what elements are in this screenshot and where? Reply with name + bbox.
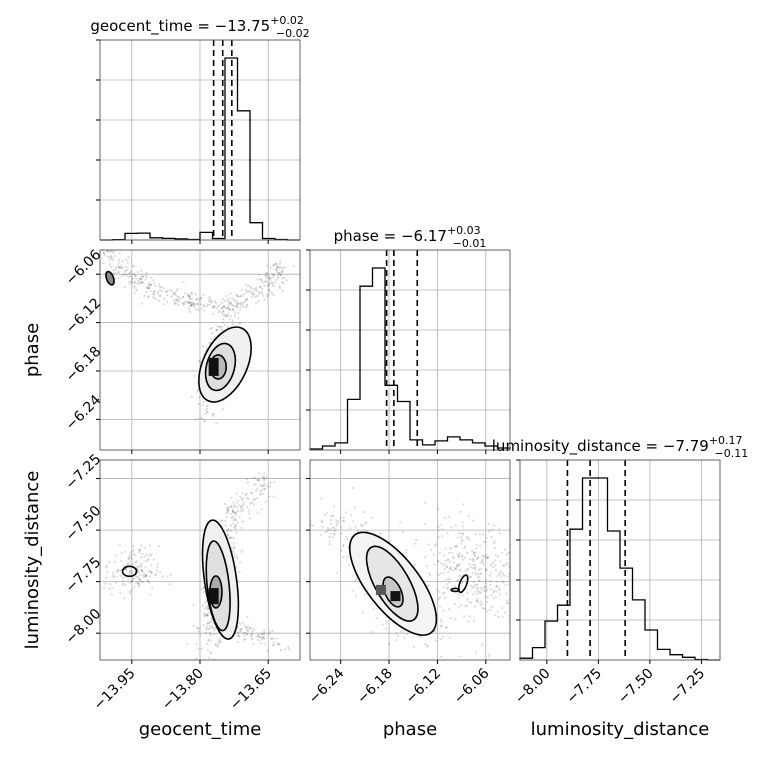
cloud-lum-geocent-left <box>103 544 172 600</box>
cloud-lum-geocent-upper <box>215 472 276 540</box>
xtick-label-phase-2: −6.12 <box>403 666 445 708</box>
xtick-label-geocent-time-0: −13.95 <box>91 666 139 714</box>
xtick-label-phase-0: −6.24 <box>306 665 348 707</box>
ytick-label-phase-1: −6.18 <box>63 344 105 386</box>
xtick-label-phase-1: −6.18 <box>354 666 396 708</box>
title-phase: phase = −6.17+0.03 −0.01 <box>334 224 487 250</box>
ytick-label-luminosity-distance-3: −7.25 <box>63 451 105 493</box>
histogram-luminosity-distance <box>519 477 720 661</box>
histogram-layer <box>100 40 720 661</box>
xlabel-phase: phase <box>383 719 437 740</box>
contour-lum-phase-island-2 <box>450 587 460 593</box>
ytick-label-luminosity-distance-0: −8.00 <box>63 606 105 648</box>
xtick-label-luminosity-distance-2: −7.50 <box>615 666 657 708</box>
mode-lum-phase-a <box>375 584 386 595</box>
xtick-label-luminosity-distance-0: −8.00 <box>512 666 554 708</box>
panel-phase-phase-frame <box>309 249 511 451</box>
xtick-label-luminosity-distance-3: −7.25 <box>667 666 709 708</box>
ytick-label-phase-0: −6.24 <box>63 392 105 434</box>
title-luminosity-distance: luminosity_distance = −7.79+0.17 −0.11 <box>492 434 748 460</box>
title-geocent-time: geocent_time = −13.75+0.02 −0.02 <box>90 14 309 40</box>
xtick-label-geocent-time-1: −13.80 <box>159 666 207 714</box>
histogram-phase <box>309 267 511 450</box>
xlabel-geocent-time: geocent_time <box>139 719 262 740</box>
cloud-phase-geocent-arc <box>101 249 295 318</box>
xlabel-luminosity-distance: luminosity_distance <box>531 719 710 740</box>
ytick-label-phase-2: −6.12 <box>63 295 105 337</box>
cloud-lum-phase-right <box>401 501 511 658</box>
xtick-label-geocent-time-2: −13.65 <box>227 666 275 714</box>
contour-lum-geocent-island <box>121 565 138 578</box>
ytick-label-luminosity-distance-1: −7.75 <box>63 554 105 596</box>
contour-phase-geocent-island <box>105 270 115 286</box>
mode-lum-phase-b <box>390 591 401 602</box>
ytick-label-luminosity-distance-2: −7.50 <box>63 503 105 545</box>
ylabel-luminosity-distance: luminosity_distance <box>22 471 43 650</box>
panel-luminosity-distance-luminosity-distance-frame <box>519 459 721 661</box>
density-layer <box>100 39 720 661</box>
ytick-label-phase-3: −6.06 <box>63 247 105 289</box>
mode-lum-geocent <box>208 588 219 605</box>
histogram-geocent-time <box>100 57 300 241</box>
xtick-label-luminosity-distance-1: −7.75 <box>564 666 606 708</box>
ylabel-phase: phase <box>22 323 43 377</box>
contour-lum-phase-island <box>457 574 469 594</box>
cloud-lum-geocent-lower <box>220 615 290 652</box>
xtick-label-phase-3: −6.06 <box>451 665 493 707</box>
mode-phase-geocent <box>208 357 219 376</box>
panel-luminosity-distance-phase-frame <box>309 459 511 661</box>
